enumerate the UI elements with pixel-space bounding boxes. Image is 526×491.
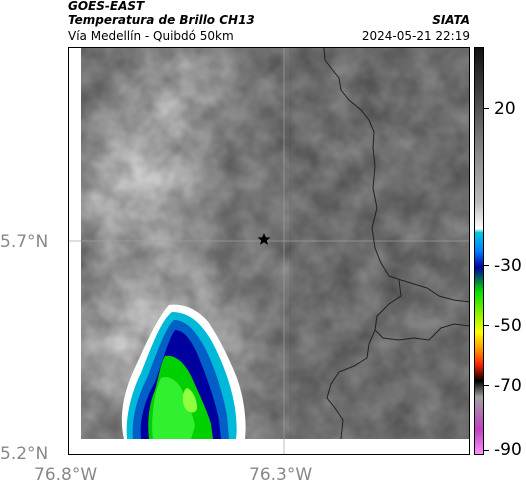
colorbar [474,47,484,455]
cbar-tick [484,450,489,451]
datetime-label: 2024-05-21 22:19 [361,29,470,43]
cbar-tick [484,385,489,386]
cbar-label-minus70: -70 [494,376,522,396]
cbar-tick [484,265,489,266]
cbar-label-minus50: -50 [494,316,522,336]
satellite-name: GOES-EAST [68,0,145,13]
lat-label-5-7: 5.7°N [0,232,49,252]
cbar-tick [484,325,489,326]
map-image [69,48,469,454]
cbar-tick [484,108,489,109]
cbar-label-20: 20 [494,99,516,119]
product-title: Temperatura de Brillo CH13 [68,13,255,27]
lon-label-76-8: 76.8°W [34,465,98,485]
cbar-label-minus90: -90 [494,440,522,460]
region-label: Vía Medellín - Quibdó 50km [68,29,234,43]
satellite-map[interactable] [68,47,470,455]
lon-label-76-3: 76.3°W [249,465,313,485]
cbar-label-minus30: -30 [494,256,522,276]
star-icon [257,232,271,246]
lat-label-5-2: 5.2°N [0,444,49,464]
source-label: SIATA [432,13,470,27]
